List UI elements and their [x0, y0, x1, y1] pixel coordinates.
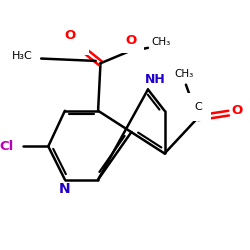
Text: CH₃: CH₃ — [152, 37, 171, 47]
Text: CH₃: CH₃ — [174, 69, 193, 79]
Text: H₃C: H₃C — [12, 51, 33, 61]
Text: O: O — [64, 29, 76, 42]
Text: O: O — [231, 104, 242, 117]
Text: NH: NH — [145, 73, 166, 86]
Text: O: O — [126, 34, 137, 47]
Text: N: N — [59, 182, 71, 196]
Text: Cl: Cl — [0, 140, 14, 153]
Text: C: C — [194, 102, 202, 112]
